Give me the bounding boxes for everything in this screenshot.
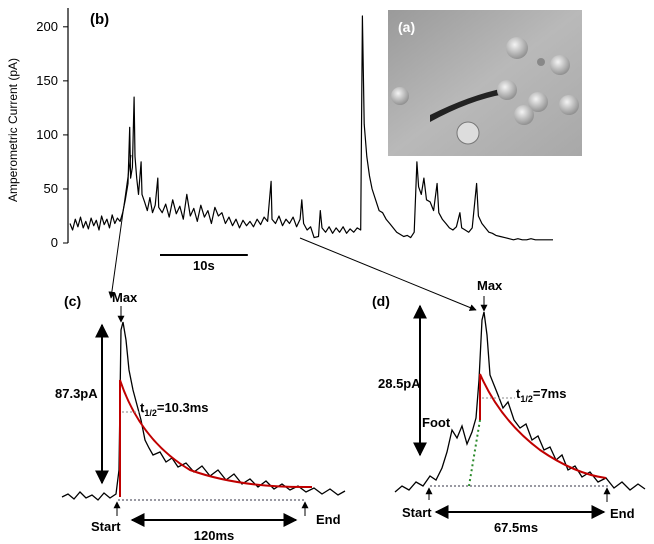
panel-label: (a)	[398, 19, 415, 35]
panel-label: (b)	[90, 11, 109, 28]
y-axis-label: Amperometric Current (pA)	[6, 58, 20, 202]
y-tick-label: 150	[36, 73, 58, 88]
max-label: Max	[112, 290, 138, 305]
t-value: =10.3ms	[157, 400, 209, 415]
panel-c: (c) Max 87.3pA t1/2=10.3ms Start 120ms E…	[55, 290, 346, 543]
t-symbol: t	[516, 386, 521, 401]
start-label: Start	[402, 505, 432, 520]
spike-trace	[394, 311, 646, 493]
foot-line	[468, 419, 481, 487]
connector-arrow	[108, 154, 132, 299]
t-value: =7ms	[533, 386, 567, 401]
fit-curve	[479, 373, 607, 479]
max-label: Max	[477, 278, 503, 293]
end-label: End	[316, 512, 341, 527]
y-tick-label: 100	[36, 127, 58, 142]
duration-label: 120ms	[194, 528, 234, 543]
t-half-label: t1/2=7ms	[516, 386, 566, 404]
current-trace	[69, 15, 553, 241]
t-symbol: t	[140, 400, 145, 415]
y-tick-label: 0	[51, 235, 58, 250]
connector-arrow	[299, 237, 477, 311]
panel-label: (d)	[372, 293, 390, 309]
start-label: Start	[91, 519, 121, 534]
panel-label: (c)	[64, 293, 81, 309]
amplitude-label: 87.3pA	[55, 386, 98, 401]
t-half-label: t1/2=10.3ms	[140, 400, 209, 418]
scale-bar-label: 10s	[193, 258, 215, 273]
inset-photo: (a)	[388, 10, 582, 156]
t-subscript: 1/2	[144, 408, 157, 418]
panel-d: (d) Max 28.5pA Foot t1/2=7ms Start 67.5m…	[372, 278, 646, 535]
amplitude-label: 28.5pA	[378, 376, 421, 391]
fit-curve	[119, 379, 313, 497]
end-label: End	[610, 506, 635, 521]
duration-label: 67.5ms	[494, 520, 538, 535]
t-subscript: 1/2	[520, 394, 533, 404]
foot-label: Foot	[422, 415, 451, 430]
y-tick-label: 200	[36, 19, 58, 34]
y-tick-label: 50	[44, 181, 58, 196]
